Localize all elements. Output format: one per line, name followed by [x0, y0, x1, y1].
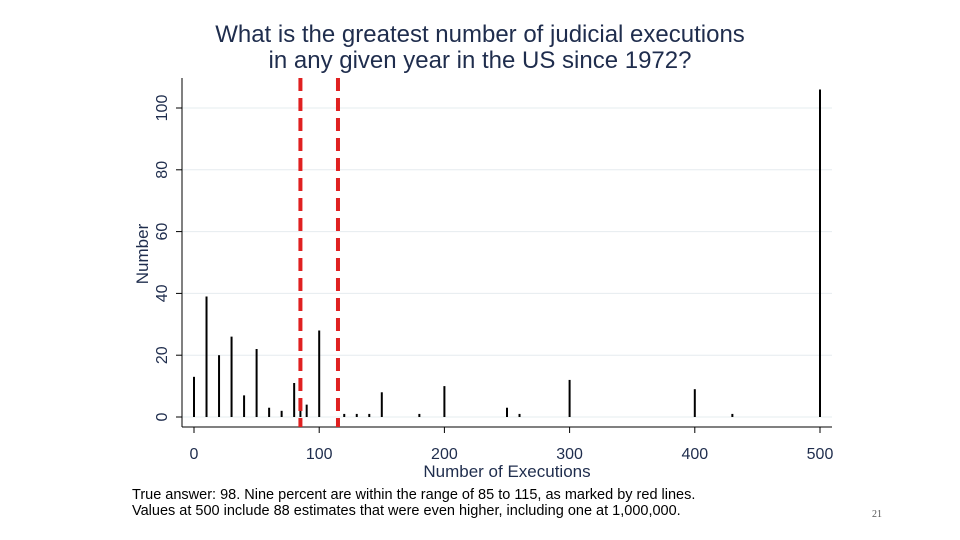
x-tick-label-500: 500	[807, 446, 834, 463]
reference-lines	[298, 78, 340, 427]
y-tick-label-20: 20	[154, 346, 171, 364]
y-tick-label-100: 100	[154, 95, 171, 122]
y-axis-ticks: 0 20 40 60 80 100	[154, 95, 182, 421]
x-axis-ticks: 0 100 200 300 400 500	[190, 427, 834, 463]
y-axis-label: Number	[133, 223, 152, 284]
y-tick-label-60: 60	[154, 223, 171, 241]
bars	[193, 89, 821, 417]
x-tick-label-400: 400	[681, 446, 708, 463]
grid-lines	[182, 107, 832, 418]
x-tick-label-0: 0	[190, 446, 199, 463]
x-tick-label-200: 200	[431, 446, 458, 463]
y-tick-label-80: 80	[154, 161, 171, 179]
caption-line-1: True answer: 98. Nine percent are within…	[132, 487, 696, 503]
y-tick-label-40: 40	[154, 284, 171, 302]
x-tick-label-300: 300	[556, 446, 583, 463]
y-tick-label-0: 0	[154, 412, 171, 421]
page-number: 21	[872, 509, 882, 520]
x-tick-label-100: 100	[306, 446, 333, 463]
chart-title-line-2: in any given year in the US since 1972?	[268, 47, 692, 74]
chart-title-line-1: What is the greatest number of judicial …	[215, 21, 745, 48]
x-axis-label: Number of Executions	[423, 462, 590, 481]
caption-line-2: Values at 500 include 88 estimates that …	[132, 503, 681, 519]
